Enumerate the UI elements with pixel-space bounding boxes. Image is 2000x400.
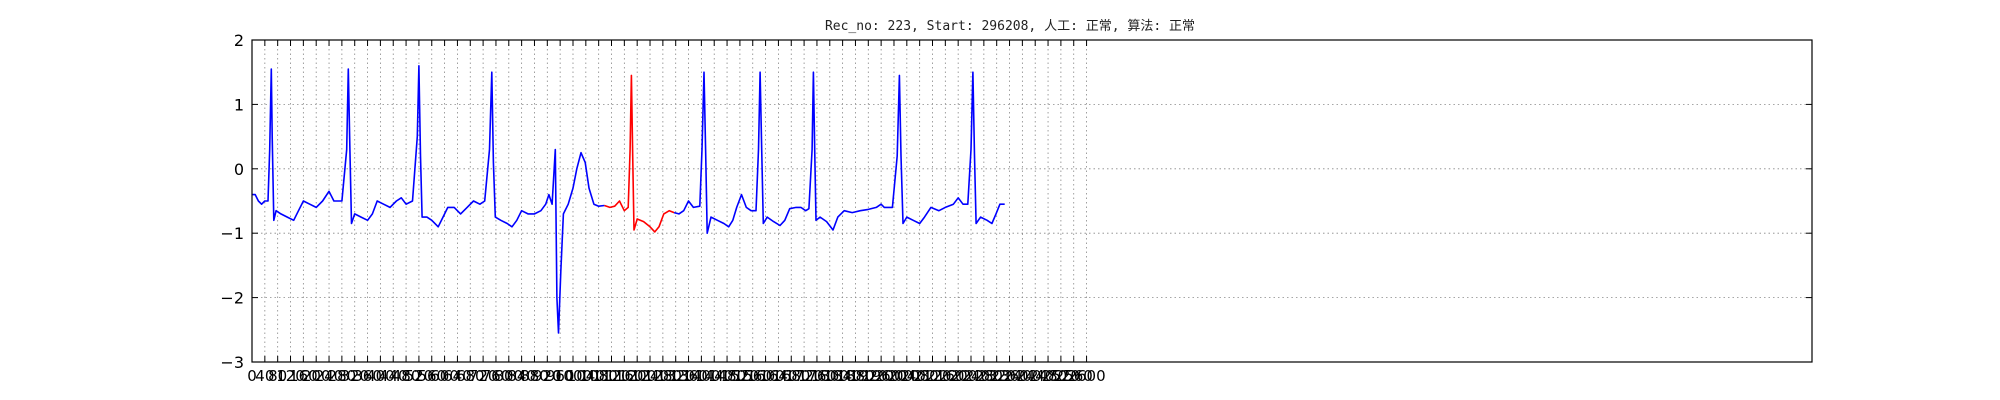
x-tick-label: 0 [247, 367, 257, 385]
y-tick-label: −3 [220, 353, 244, 372]
x-tick-label: 1560 [734, 367, 772, 385]
x-tick-label: 1920 [849, 367, 887, 385]
x-tick-label: 1080 [580, 367, 618, 385]
x-tick-label: 1520 [721, 367, 759, 385]
x-tick-label: 2000 [875, 367, 913, 385]
x-tick-label: 1200 [618, 367, 656, 385]
x-tick-label: 80 [268, 367, 287, 385]
x-tick-label: 200 [302, 367, 331, 385]
x-tick-label: 1600 [746, 367, 784, 385]
x-tick-label: 2400 [1003, 367, 1041, 385]
x-tick-label: 880 [520, 367, 549, 385]
x-tick-label: 1440 [695, 367, 733, 385]
x-tick-label: 1040 [567, 367, 605, 385]
x-tick-label: 640 [443, 367, 472, 385]
x-tick-label: 1960 [862, 367, 900, 385]
x-tick-label: 840 [507, 367, 536, 385]
x-tick-label: 680 [456, 367, 485, 385]
x-tick-label: 1840 [824, 367, 862, 385]
x-tick-label: 1000 [554, 367, 592, 385]
chart-title: Rec_no: 223, Start: 296208, 人工: 正常, 算法: … [825, 19, 1195, 34]
x-tick-label: 520 [405, 367, 434, 385]
y-tick-label: 1 [234, 95, 244, 114]
x-tick-label: 800 [494, 367, 523, 385]
x-tick-label: 1640 [759, 367, 797, 385]
x-tick-label: 2520 [1042, 367, 1080, 385]
x-tick-label: 1480 [708, 367, 746, 385]
y-tick-label: 2 [234, 31, 244, 50]
x-tick-label: 120 [276, 367, 305, 385]
x-tick-label: 2240 [952, 367, 990, 385]
x-tick-label: 1280 [644, 367, 682, 385]
x-tick-label: 1680 [772, 367, 810, 385]
x-tick-label: 1120 [592, 367, 630, 385]
x-tick-label: 760 [482, 367, 511, 385]
y-tick-label: −2 [220, 289, 244, 308]
x-tick-label: 2120 [913, 367, 951, 385]
x-tick-label: 2560 [1055, 367, 1093, 385]
x-tick-label: 2600 [1067, 367, 1105, 385]
ecg-series-line-2 [604, 74, 675, 233]
x-tick-label: 560 [417, 367, 446, 385]
x-tick-label: 240 [315, 367, 344, 385]
ecg-series-line-3 [673, 71, 1005, 234]
x-tick-label: 2440 [1016, 367, 1054, 385]
x-tick-label: 160 [289, 367, 318, 385]
y-tick-label: 0 [234, 160, 244, 179]
x-tick-label: 1880 [836, 367, 874, 385]
x-tick-label: 2360 [990, 367, 1028, 385]
x-tick-label: 720 [469, 367, 498, 385]
x-tick-label: 1320 [657, 367, 695, 385]
y-axis: −3 −2 −1 0 1 2 [220, 31, 1812, 372]
x-tick-label: 1720 [785, 367, 823, 385]
x-tick-label: 1160 [605, 367, 643, 385]
x-tick-label: 2480 [1029, 367, 1067, 385]
y-tick-label: −1 [220, 224, 244, 243]
series-group [252, 65, 1005, 334]
x-tick-label: 2080 [901, 367, 939, 385]
x-axis: 0408012016020024028032036040044048052056… [247, 40, 1106, 385]
x-tick-label: 440 [379, 367, 408, 385]
x-tick-label: 2160 [926, 367, 964, 385]
ecg-series-line-1 [252, 65, 605, 334]
x-tick-label: 960 [546, 367, 575, 385]
x-tick-label: 480 [392, 367, 421, 385]
x-tick-label: 320 [340, 367, 369, 385]
x-tick-label: 1800 [811, 367, 849, 385]
x-tick-label: 2280 [965, 367, 1003, 385]
x-tick-label: 2200 [939, 367, 977, 385]
plot-area [251, 39, 1813, 363]
x-tick-label: 400 [366, 367, 395, 385]
x-tick-label: 1760 [798, 367, 836, 385]
x-tick-label: 360 [353, 367, 382, 385]
x-tick-label: 1360 [669, 367, 707, 385]
x-tick-label: 2040 [888, 367, 926, 385]
x-tick-label: 280 [328, 367, 357, 385]
grid [252, 40, 1812, 362]
x-tick-label: 600 [430, 367, 459, 385]
x-tick-label: 1240 [631, 367, 669, 385]
x-tick-label: 2320 [978, 367, 1016, 385]
x-tick-label: 40 [255, 367, 274, 385]
x-tick-label: 920 [533, 367, 562, 385]
x-tick-label: 1400 [682, 367, 720, 385]
